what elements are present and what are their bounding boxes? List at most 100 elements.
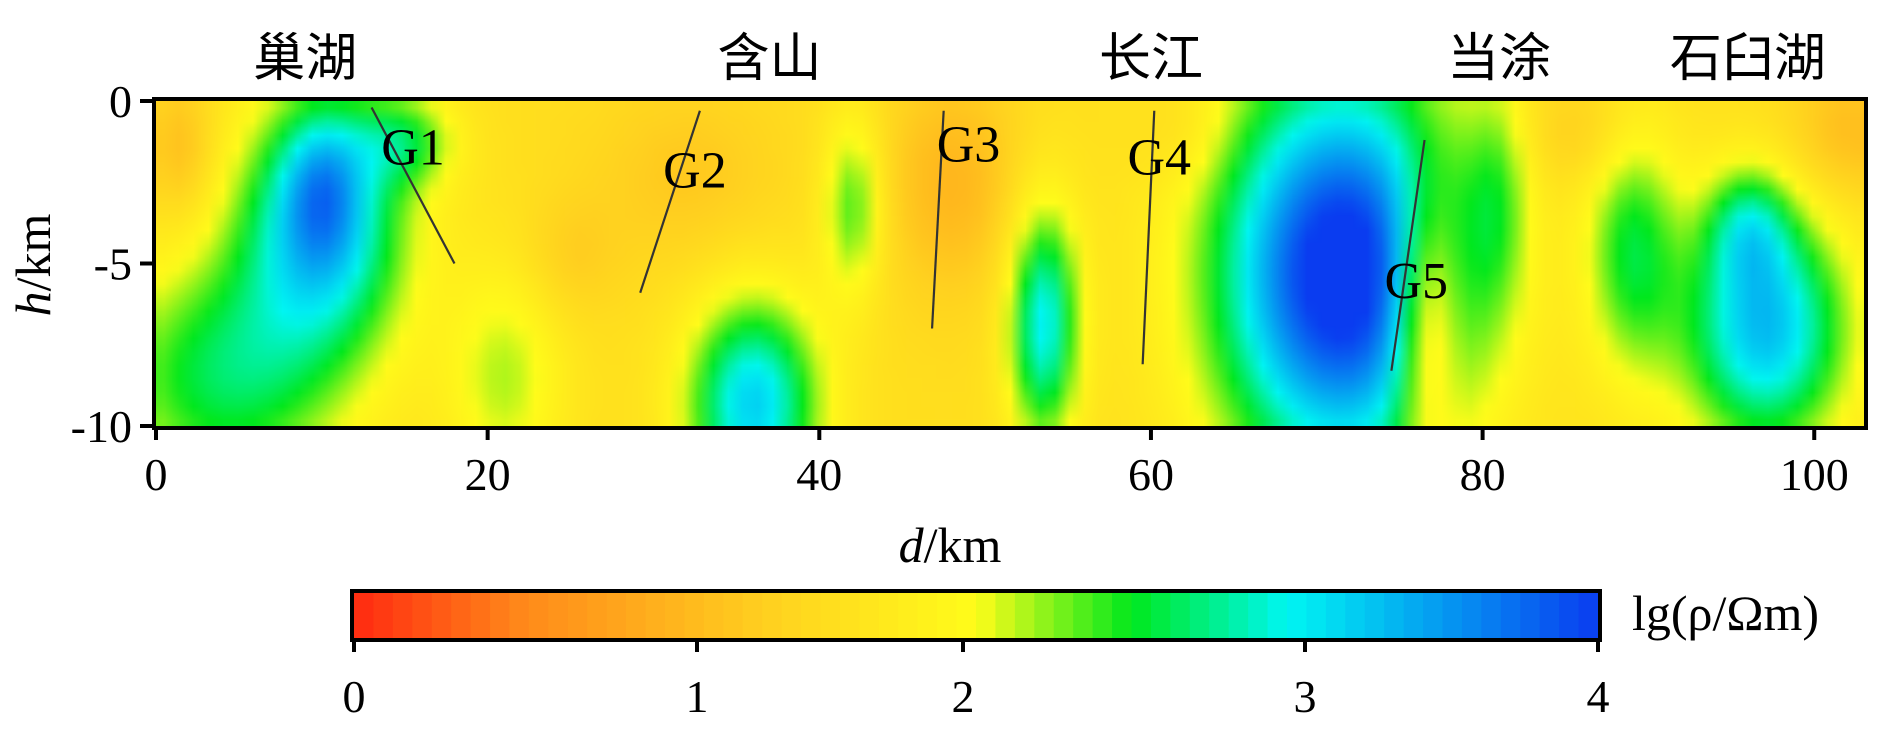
x-tick-label: 100 — [1780, 449, 1849, 500]
colorbar-cell — [839, 593, 861, 638]
x-tick-label: 0 — [145, 449, 168, 500]
colorbar-cell — [431, 593, 452, 638]
colorbar-cell — [528, 593, 550, 638]
colorbar-cell — [1112, 593, 1133, 638]
colorbar-tick-label: 1 — [686, 671, 709, 722]
colorbar-cell — [1170, 593, 1191, 638]
fault-label-g4: G4 — [1127, 129, 1191, 186]
colorbar-cell — [1287, 593, 1308, 638]
x-tick-label: 80 — [1460, 449, 1506, 500]
colorbar-cell — [548, 593, 569, 638]
x-tick-label: 20 — [465, 449, 511, 500]
resistivity-heatmap — [156, 101, 1864, 426]
colorbar-cell — [703, 593, 725, 638]
place-label: 当涂 — [1447, 31, 1551, 88]
place-label: 石臼湖 — [1670, 31, 1826, 88]
colorbar-cell — [1131, 593, 1152, 638]
colorbar-cell — [1325, 593, 1347, 638]
colorbar-cell — [412, 593, 433, 638]
y-axis-label-unit: /km — [5, 214, 61, 292]
colorbar-cell — [490, 593, 511, 638]
y-axis: 0 -5 -10 — [71, 76, 154, 452]
fault-line-g2 — [639, 110, 701, 294]
y-axis-label: h/km — [5, 214, 61, 317]
place-label: 长江 — [1099, 31, 1203, 88]
colorbar-cell — [742, 593, 763, 638]
colorbar-cell — [898, 593, 919, 638]
colorbar-cell — [762, 593, 783, 638]
colorbar-cell — [1034, 593, 1055, 638]
place-label: 含山 — [718, 31, 822, 88]
colorbar-cell — [820, 593, 841, 638]
colorbar-cell — [451, 593, 472, 638]
colorbar-cell — [781, 593, 802, 638]
x-axis: 0 20 40 60 80 100 — [145, 428, 1849, 500]
colorbar-cell — [1481, 593, 1502, 638]
colorbar-cell — [1150, 593, 1172, 638]
colorbar-cell — [1520, 593, 1541, 638]
colorbar-cell — [1014, 593, 1036, 638]
fault-label-g3: G3 — [937, 116, 1001, 173]
fault-line-g1 — [370, 106, 456, 265]
place-labels: 巢湖 含山 长江 当涂 石臼湖 — [253, 31, 1826, 88]
colorbar-cell — [1559, 593, 1580, 638]
colorbar-cell — [354, 593, 375, 638]
colorbar-tick-label: 0 — [343, 671, 366, 722]
fault-line-g4 — [1141, 110, 1156, 365]
colorbar-cell — [1189, 593, 1211, 638]
colorbar: 0 1 2 3 4 lg(ρ/Ωm) — [343, 585, 1820, 722]
heatmap-image — [156, 101, 1864, 426]
colorbar-cell — [1345, 593, 1366, 638]
colorbar-cell — [1267, 593, 1288, 638]
x-axis-label-unit: /km — [924, 517, 1002, 573]
colorbar-cell — [937, 593, 958, 638]
colorbar-cell — [1364, 593, 1385, 638]
place-label: 巢湖 — [253, 31, 357, 88]
colorbar-tick-label: 2 — [952, 671, 975, 722]
colorbar-cell — [995, 593, 1016, 638]
colorbar-cell — [1500, 593, 1522, 638]
colorbar-cell — [626, 593, 647, 638]
colorbar-cell — [723, 593, 744, 638]
colorbar-cell — [976, 593, 997, 638]
y-tick-label: -10 — [71, 401, 132, 452]
colorbar-cell — [1209, 593, 1230, 638]
x-axis-label: d/km — [899, 517, 1002, 573]
colorbar-cell — [606, 593, 627, 638]
colorbar-cell — [1092, 593, 1113, 638]
colorbar-cell — [801, 593, 822, 638]
x-tick-label: 40 — [796, 449, 842, 500]
colorbar-cell — [470, 593, 491, 638]
fault-lines: G1 G2 G3 G4 G5 — [370, 106, 1448, 371]
colorbar-cell — [665, 593, 686, 638]
colorbar-tick-label: 4 — [1587, 671, 1610, 722]
colorbar-cell — [1306, 593, 1327, 638]
colorbar-cell — [917, 593, 938, 638]
x-tick-label: 60 — [1128, 449, 1174, 500]
colorbar-cell — [392, 593, 414, 638]
colorbar-cell — [645, 593, 666, 638]
colorbar-cells — [354, 593, 1599, 638]
colorbar-cell — [956, 593, 977, 638]
fault-label-g5: G5 — [1384, 253, 1448, 310]
colorbar-cell — [1539, 593, 1560, 638]
colorbar-cell — [587, 593, 608, 638]
fault-line-g5 — [1390, 139, 1426, 371]
colorbar-label: lg(ρ/Ωm) — [1632, 585, 1819, 641]
colorbar-cell — [1578, 593, 1599, 638]
fault-line-g3 — [930, 110, 945, 329]
y-tick-label: -5 — [94, 239, 132, 290]
colorbar-cell — [373, 593, 394, 638]
colorbar-cell — [1248, 593, 1269, 638]
colorbar-cell — [1461, 593, 1483, 638]
colorbar-cell — [567, 593, 589, 638]
colorbar-frame — [350, 589, 1602, 642]
y-axis-label-var: h — [5, 291, 61, 316]
colorbar-tick-label: 3 — [1294, 671, 1317, 722]
colorbar-cell — [1442, 593, 1463, 638]
fault-label-g2: G2 — [663, 142, 727, 199]
colorbar-cell — [1403, 593, 1424, 638]
colorbar-cell — [1073, 593, 1094, 638]
fault-label-g1: G1 — [381, 120, 445, 177]
